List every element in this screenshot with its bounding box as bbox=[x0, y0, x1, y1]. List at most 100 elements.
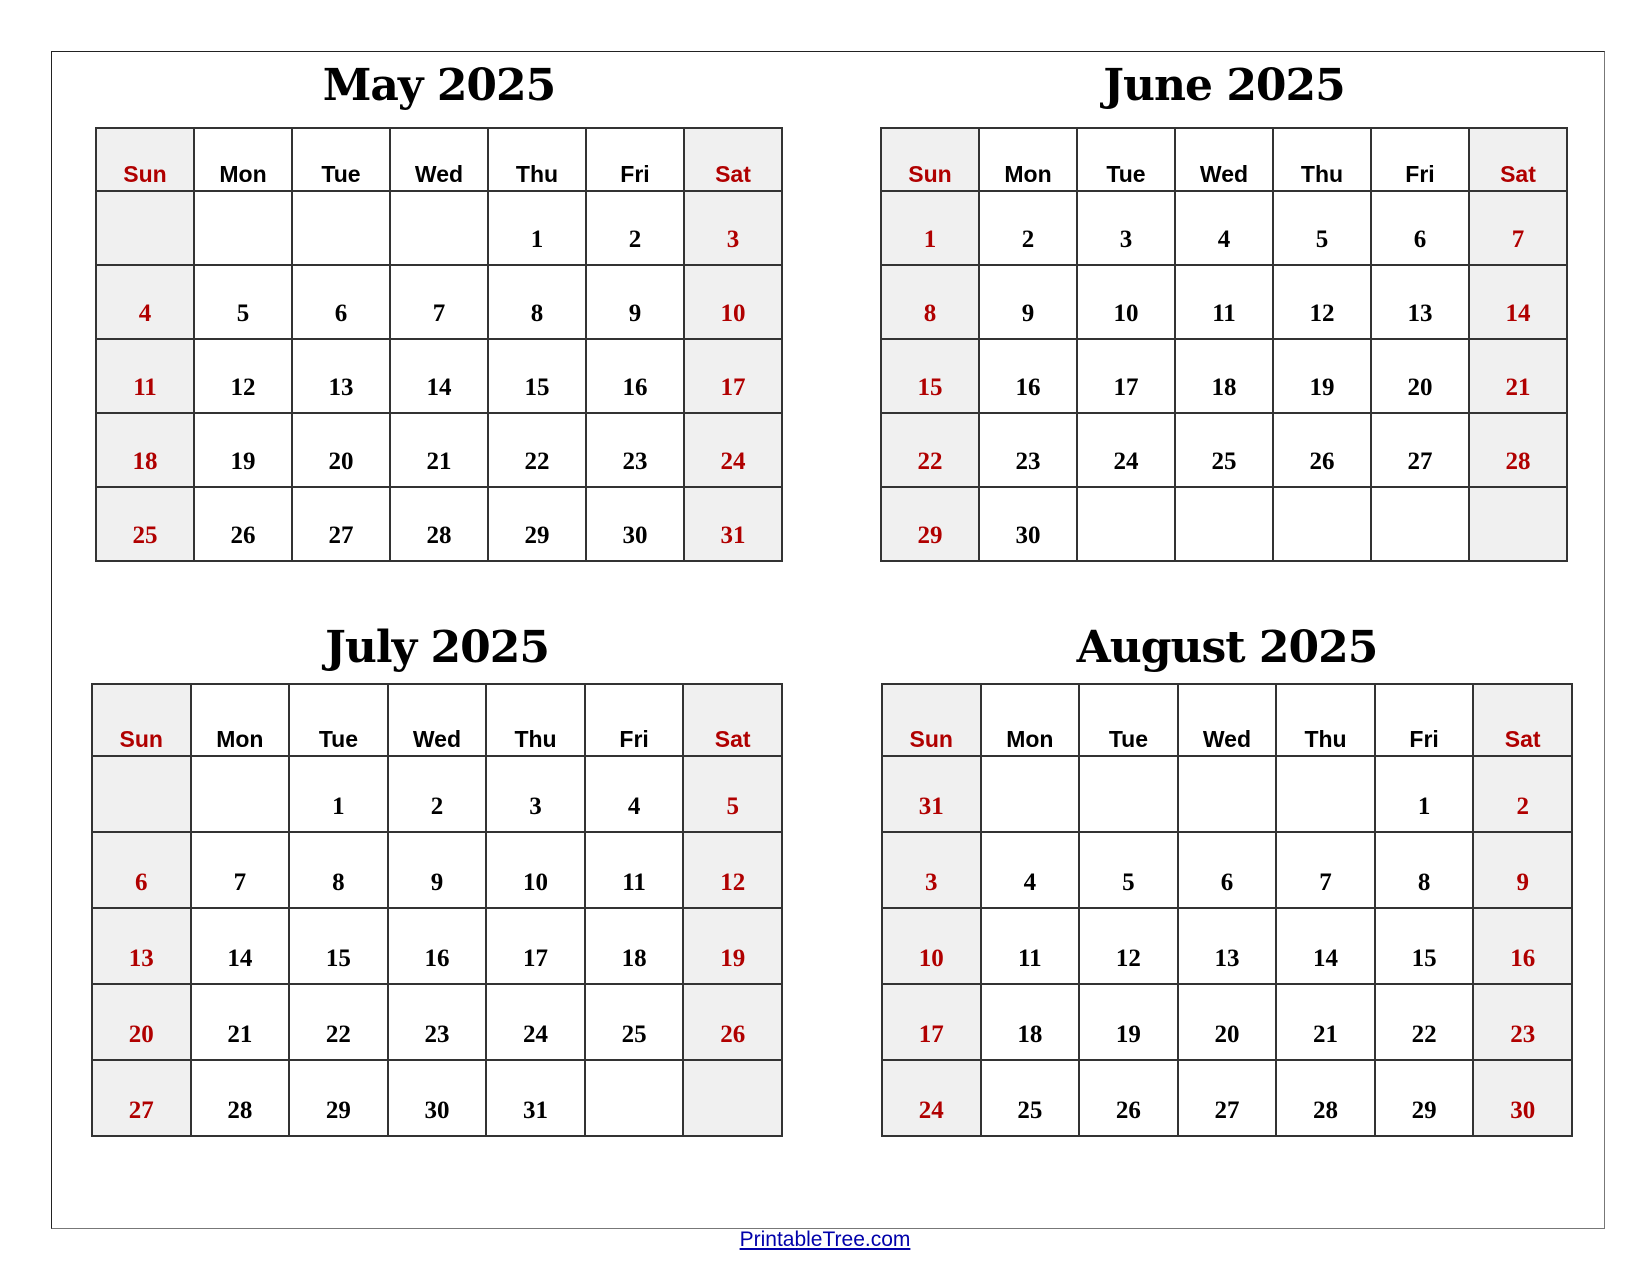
day-cell: 25 bbox=[95, 486, 195, 562]
day-cell: 12 bbox=[682, 831, 783, 909]
day-cell: 22 bbox=[288, 983, 389, 1061]
day-cell: 7 bbox=[1275, 831, 1376, 909]
weekday-header-sat: Sat bbox=[682, 683, 783, 757]
day-cell: 16 bbox=[585, 338, 685, 414]
day-cell: 23 bbox=[978, 412, 1078, 488]
month-title: August 2025 bbox=[1076, 622, 1379, 673]
day-cell: 3 bbox=[1076, 190, 1176, 266]
day-cell: 19 bbox=[1272, 338, 1372, 414]
empty-cell bbox=[1272, 486, 1372, 562]
day-cell: 17 bbox=[683, 338, 783, 414]
day-cell: 15 bbox=[1373, 907, 1475, 985]
day-cell: 4 bbox=[1174, 190, 1274, 266]
day-cell: 15 bbox=[880, 338, 980, 414]
day-cell: 10 bbox=[1076, 264, 1176, 340]
day-cell: 11 bbox=[979, 907, 1081, 985]
day-cell: 28 bbox=[1275, 1059, 1376, 1137]
day-cell: 2 bbox=[386, 755, 488, 833]
day-cell: 14 bbox=[1468, 264, 1568, 340]
day-cell: 16 bbox=[978, 338, 1078, 414]
day-cell: 3 bbox=[683, 190, 783, 266]
weekday-header-mon: Mon bbox=[193, 127, 293, 192]
day-cell: 7 bbox=[189, 831, 291, 909]
calendar-grid: Sun Mon Tue Wed Thu Fri Sat 1 2 3 4 5 6 7 8 9 10 11 12 13 14… bbox=[95, 127, 783, 562]
day-cell: 30 bbox=[1472, 1059, 1573, 1137]
day-cell: 20 bbox=[91, 983, 192, 1061]
day-cell: 15 bbox=[487, 338, 587, 414]
week-row: 13 14 15 16 17 18 19 bbox=[91, 907, 783, 985]
day-cell: 31 bbox=[485, 1059, 586, 1137]
empty-cell bbox=[1370, 486, 1470, 562]
week-row: 8 9 10 11 12 13 14 bbox=[880, 264, 1568, 340]
day-cell: 13 bbox=[91, 907, 192, 985]
day-cell: 10 bbox=[485, 831, 586, 909]
day-cell: 2 bbox=[585, 190, 685, 266]
day-cell: 22 bbox=[880, 412, 980, 488]
empty-cell bbox=[979, 755, 1081, 833]
week-row: 10 11 12 13 14 15 16 bbox=[881, 907, 1573, 985]
week-row: 29 30 bbox=[880, 486, 1568, 562]
calendar-grid: Sun Mon Tue Wed Thu Fri Sat 31 1 2 3 4 5 6 7 8 9 10 11 12 13… bbox=[881, 683, 1573, 1137]
day-cell: 23 bbox=[585, 412, 685, 488]
empty-cell bbox=[189, 755, 291, 833]
weekday-header-thu: Thu bbox=[1275, 683, 1376, 757]
day-cell: 22 bbox=[487, 412, 587, 488]
weekday-header-wed: Wed bbox=[1174, 127, 1274, 192]
day-cell: 9 bbox=[386, 831, 488, 909]
day-cell: 20 bbox=[291, 412, 391, 488]
day-cell: 28 bbox=[1468, 412, 1568, 488]
empty-cell bbox=[389, 190, 489, 266]
empty-cell bbox=[95, 190, 195, 266]
weekday-header-sun: Sun bbox=[91, 683, 192, 757]
empty-cell bbox=[1174, 486, 1274, 562]
printabletree-link[interactable]: PrintableTree.com bbox=[739, 1228, 911, 1251]
footer: PrintableTree.com bbox=[0, 1228, 1650, 1252]
day-cell: 9 bbox=[1472, 831, 1573, 909]
day-cell: 26 bbox=[682, 983, 783, 1061]
day-cell: 31 bbox=[683, 486, 783, 562]
day-cell: 1 bbox=[1373, 755, 1475, 833]
weekday-header-row: Sun Mon Tue Wed Thu Fri Sat bbox=[881, 683, 1573, 757]
weekday-header-fri: Fri bbox=[1370, 127, 1470, 192]
weekday-header-fri: Fri bbox=[1373, 683, 1475, 757]
day-cell: 9 bbox=[978, 264, 1078, 340]
day-cell: 5 bbox=[1272, 190, 1372, 266]
empty-cell bbox=[583, 1059, 685, 1137]
empty-cell bbox=[193, 190, 293, 266]
weekday-header-wed: Wed bbox=[1176, 683, 1278, 757]
day-cell: 6 bbox=[1176, 831, 1278, 909]
week-row: 18 19 20 21 22 23 24 bbox=[95, 412, 783, 488]
day-cell: 17 bbox=[485, 907, 586, 985]
day-cell: 28 bbox=[389, 486, 489, 562]
day-cell: 1 bbox=[288, 755, 389, 833]
day-cell: 25 bbox=[583, 983, 685, 1061]
month-title: July 2025 bbox=[325, 622, 550, 673]
day-cell: 19 bbox=[682, 907, 783, 985]
day-cell: 3 bbox=[485, 755, 586, 833]
day-cell: 14 bbox=[189, 907, 291, 985]
week-row: 22 23 24 25 26 27 28 bbox=[880, 412, 1568, 488]
week-row: 31 1 2 bbox=[881, 755, 1573, 833]
month-title: June 2025 bbox=[1103, 60, 1346, 111]
day-cell: 13 bbox=[1176, 907, 1278, 985]
empty-cell bbox=[1176, 755, 1278, 833]
day-cell: 20 bbox=[1370, 338, 1470, 414]
day-cell: 23 bbox=[386, 983, 488, 1061]
day-cell: 10 bbox=[881, 907, 982, 985]
week-row: 20 21 22 23 24 25 26 bbox=[91, 983, 783, 1061]
weekday-header-mon: Mon bbox=[979, 683, 1081, 757]
empty-cell bbox=[1275, 755, 1376, 833]
day-cell: 8 bbox=[880, 264, 980, 340]
calendar-grid: Sun Mon Tue Wed Thu Fri Sat 1 2 3 4 5 6 7 8 9 10 11 12 13 14… bbox=[880, 127, 1568, 562]
day-cell: 21 bbox=[1275, 983, 1376, 1061]
day-cell: 2 bbox=[978, 190, 1078, 266]
day-cell: 4 bbox=[583, 755, 685, 833]
day-cell: 17 bbox=[881, 983, 982, 1061]
empty-cell bbox=[1076, 486, 1176, 562]
day-cell: 27 bbox=[1176, 1059, 1278, 1137]
empty-cell bbox=[91, 755, 192, 833]
weekday-header-sat: Sat bbox=[683, 127, 783, 192]
weekday-header-sat: Sat bbox=[1468, 127, 1568, 192]
day-cell: 26 bbox=[193, 486, 293, 562]
